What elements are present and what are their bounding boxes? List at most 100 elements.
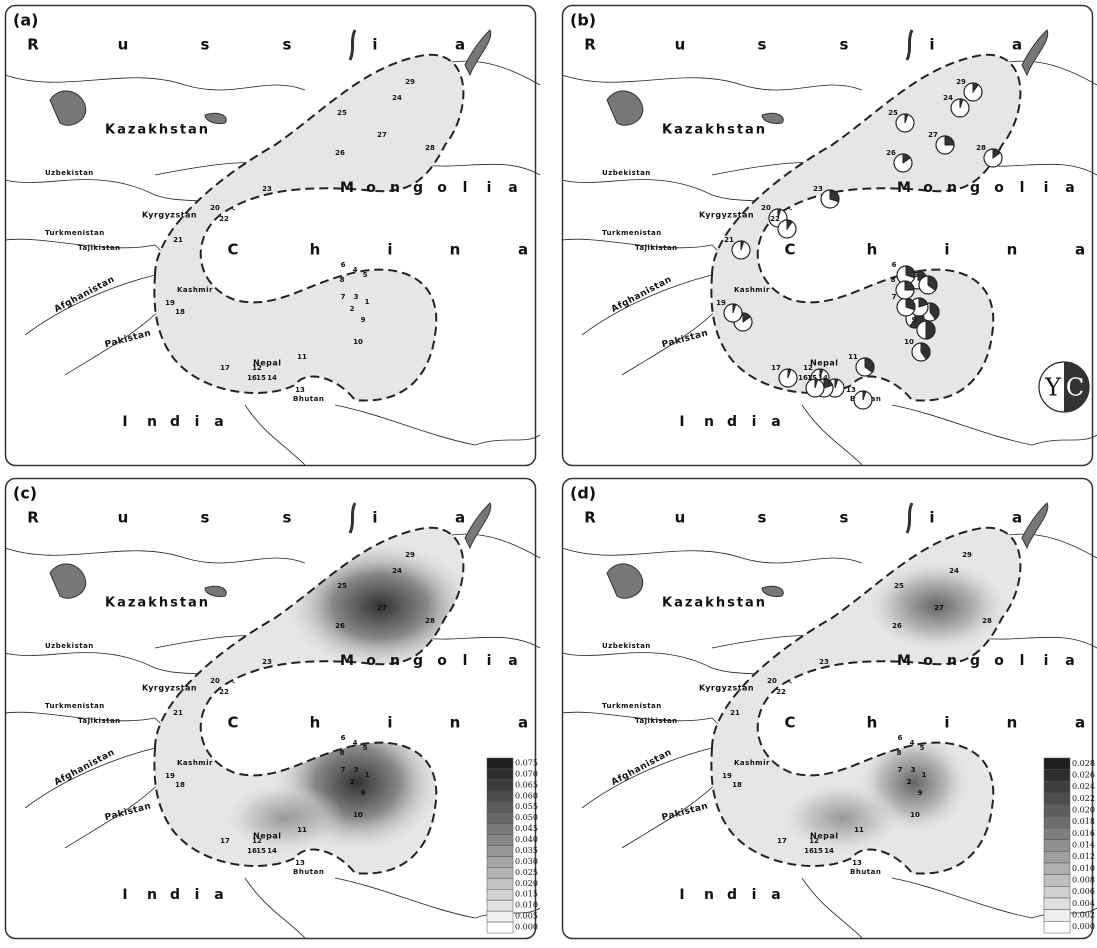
country-letter: o — [437, 180, 447, 196]
country-letter: a — [1012, 36, 1022, 54]
site-number: 5 — [363, 271, 368, 279]
site-number: 27 — [934, 604, 944, 612]
site-number: 7 — [892, 293, 897, 301]
country-letter: i — [752, 414, 757, 430]
country-letter: l — [463, 180, 468, 196]
site-number: 17 — [771, 364, 781, 372]
site-number: 25 — [888, 109, 898, 117]
scale-label: 0.050 — [515, 813, 538, 822]
legend-label: C — [1066, 374, 1084, 402]
scale-cell — [1044, 805, 1070, 817]
scale-cell — [487, 769, 513, 780]
site-number: 8 — [891, 276, 896, 284]
site-number: 5 — [920, 744, 925, 752]
site-number: 19 — [165, 299, 175, 307]
scale-label: 0.030 — [515, 857, 538, 866]
site-number: 25 — [337, 109, 347, 117]
country-name: Uzbekistan — [45, 642, 94, 650]
site-number: 13 — [852, 859, 862, 867]
site-number: 2 — [907, 778, 912, 786]
country-letter: g — [970, 180, 980, 196]
country-letter: n — [947, 180, 957, 196]
site-number: 11 — [854, 826, 864, 834]
country-letter: n — [450, 714, 461, 732]
site-number: 28 — [425, 617, 435, 625]
site-number: 2 — [350, 778, 355, 786]
scale-cell — [1044, 921, 1070, 933]
scale-label: 0.022 — [1072, 794, 1095, 803]
site-number: 6 — [341, 734, 346, 742]
site-number: 25 — [894, 582, 904, 590]
scale-cell — [487, 867, 513, 878]
country-letter: o — [437, 653, 447, 669]
site-number: 11 — [297, 826, 307, 834]
country-letter: i — [372, 509, 377, 527]
country-letter: a — [455, 36, 465, 54]
site-number: 13 — [295, 386, 305, 394]
country-letter: i — [1044, 653, 1049, 669]
site-number: 17 — [777, 837, 787, 845]
site-number: 26 — [892, 622, 902, 630]
scale-label: 0.065 — [515, 780, 538, 789]
site-number: 20 — [210, 677, 220, 685]
scale-cell — [487, 900, 513, 911]
site-number: 12 — [252, 837, 262, 845]
site-number: 23 — [262, 658, 272, 666]
country-name: Uzbekistan — [45, 169, 94, 177]
country-letter: a — [518, 714, 528, 732]
scale-label: 0.025 — [515, 868, 538, 877]
scale-cell — [487, 813, 513, 824]
site-number: 6 — [898, 734, 903, 742]
site-number: 28 — [976, 144, 986, 152]
site-number: 20 — [761, 204, 771, 212]
country-letter: n — [390, 180, 400, 196]
density-hotspot — [782, 783, 902, 853]
country-letter: g — [413, 180, 423, 196]
site-number: 19 — [165, 772, 175, 780]
site-number: 20 — [767, 677, 777, 685]
country-letter: o — [366, 653, 376, 669]
country-letter: g — [970, 653, 980, 669]
country-letter: i — [752, 887, 757, 903]
country-name: Kashmir — [734, 286, 770, 294]
country-letter: h — [310, 241, 321, 259]
country-name: Nepal — [810, 359, 839, 368]
country-letter: a — [1065, 653, 1074, 669]
scale-label: 0.004 — [1072, 899, 1095, 908]
country-letter: u — [118, 36, 129, 54]
site-number: 7 — [341, 766, 346, 774]
scale-label: 0.040 — [515, 835, 538, 844]
scale-label: 0.006 — [1072, 887, 1095, 896]
panel-label: (b) — [570, 11, 596, 30]
country-letter: n — [147, 887, 157, 903]
country-name: Kyrgyzstan — [142, 211, 197, 220]
scale-label: 0.024 — [1072, 782, 1095, 791]
country-letter: R — [27, 509, 39, 527]
country-letter: R — [584, 509, 596, 527]
scale-cell — [487, 922, 513, 933]
country-name: Tajikistan — [78, 244, 121, 252]
scale-label: 0.055 — [515, 802, 538, 811]
country-letter: i — [944, 241, 949, 259]
country-letter: i — [487, 180, 492, 196]
country-letter: a — [771, 887, 780, 903]
country-name: Turkmenistan — [45, 229, 105, 237]
site-number: 18 — [175, 781, 185, 789]
site-number: 26 — [335, 622, 345, 630]
figure: (a)RussiaChinaMongoliaIndiaKazakhstanUzb… — [0, 0, 1097, 944]
country-letter: s — [840, 36, 849, 54]
site-number: 29 — [956, 78, 966, 86]
site-number: 6 — [341, 261, 346, 269]
site-number: 16 — [804, 847, 814, 855]
scale-cell — [487, 878, 513, 889]
scale-cell — [487, 780, 513, 791]
site-number: 12 — [252, 364, 262, 372]
site-number: 24 — [392, 567, 402, 575]
country-letter: s — [283, 509, 292, 527]
scale-cell — [487, 911, 513, 922]
scale-label: 0.015 — [515, 890, 538, 899]
country-letter: I — [122, 414, 127, 430]
site-number: 7 — [341, 293, 346, 301]
scale-cell — [1044, 840, 1070, 852]
scale-cell — [1044, 863, 1070, 875]
